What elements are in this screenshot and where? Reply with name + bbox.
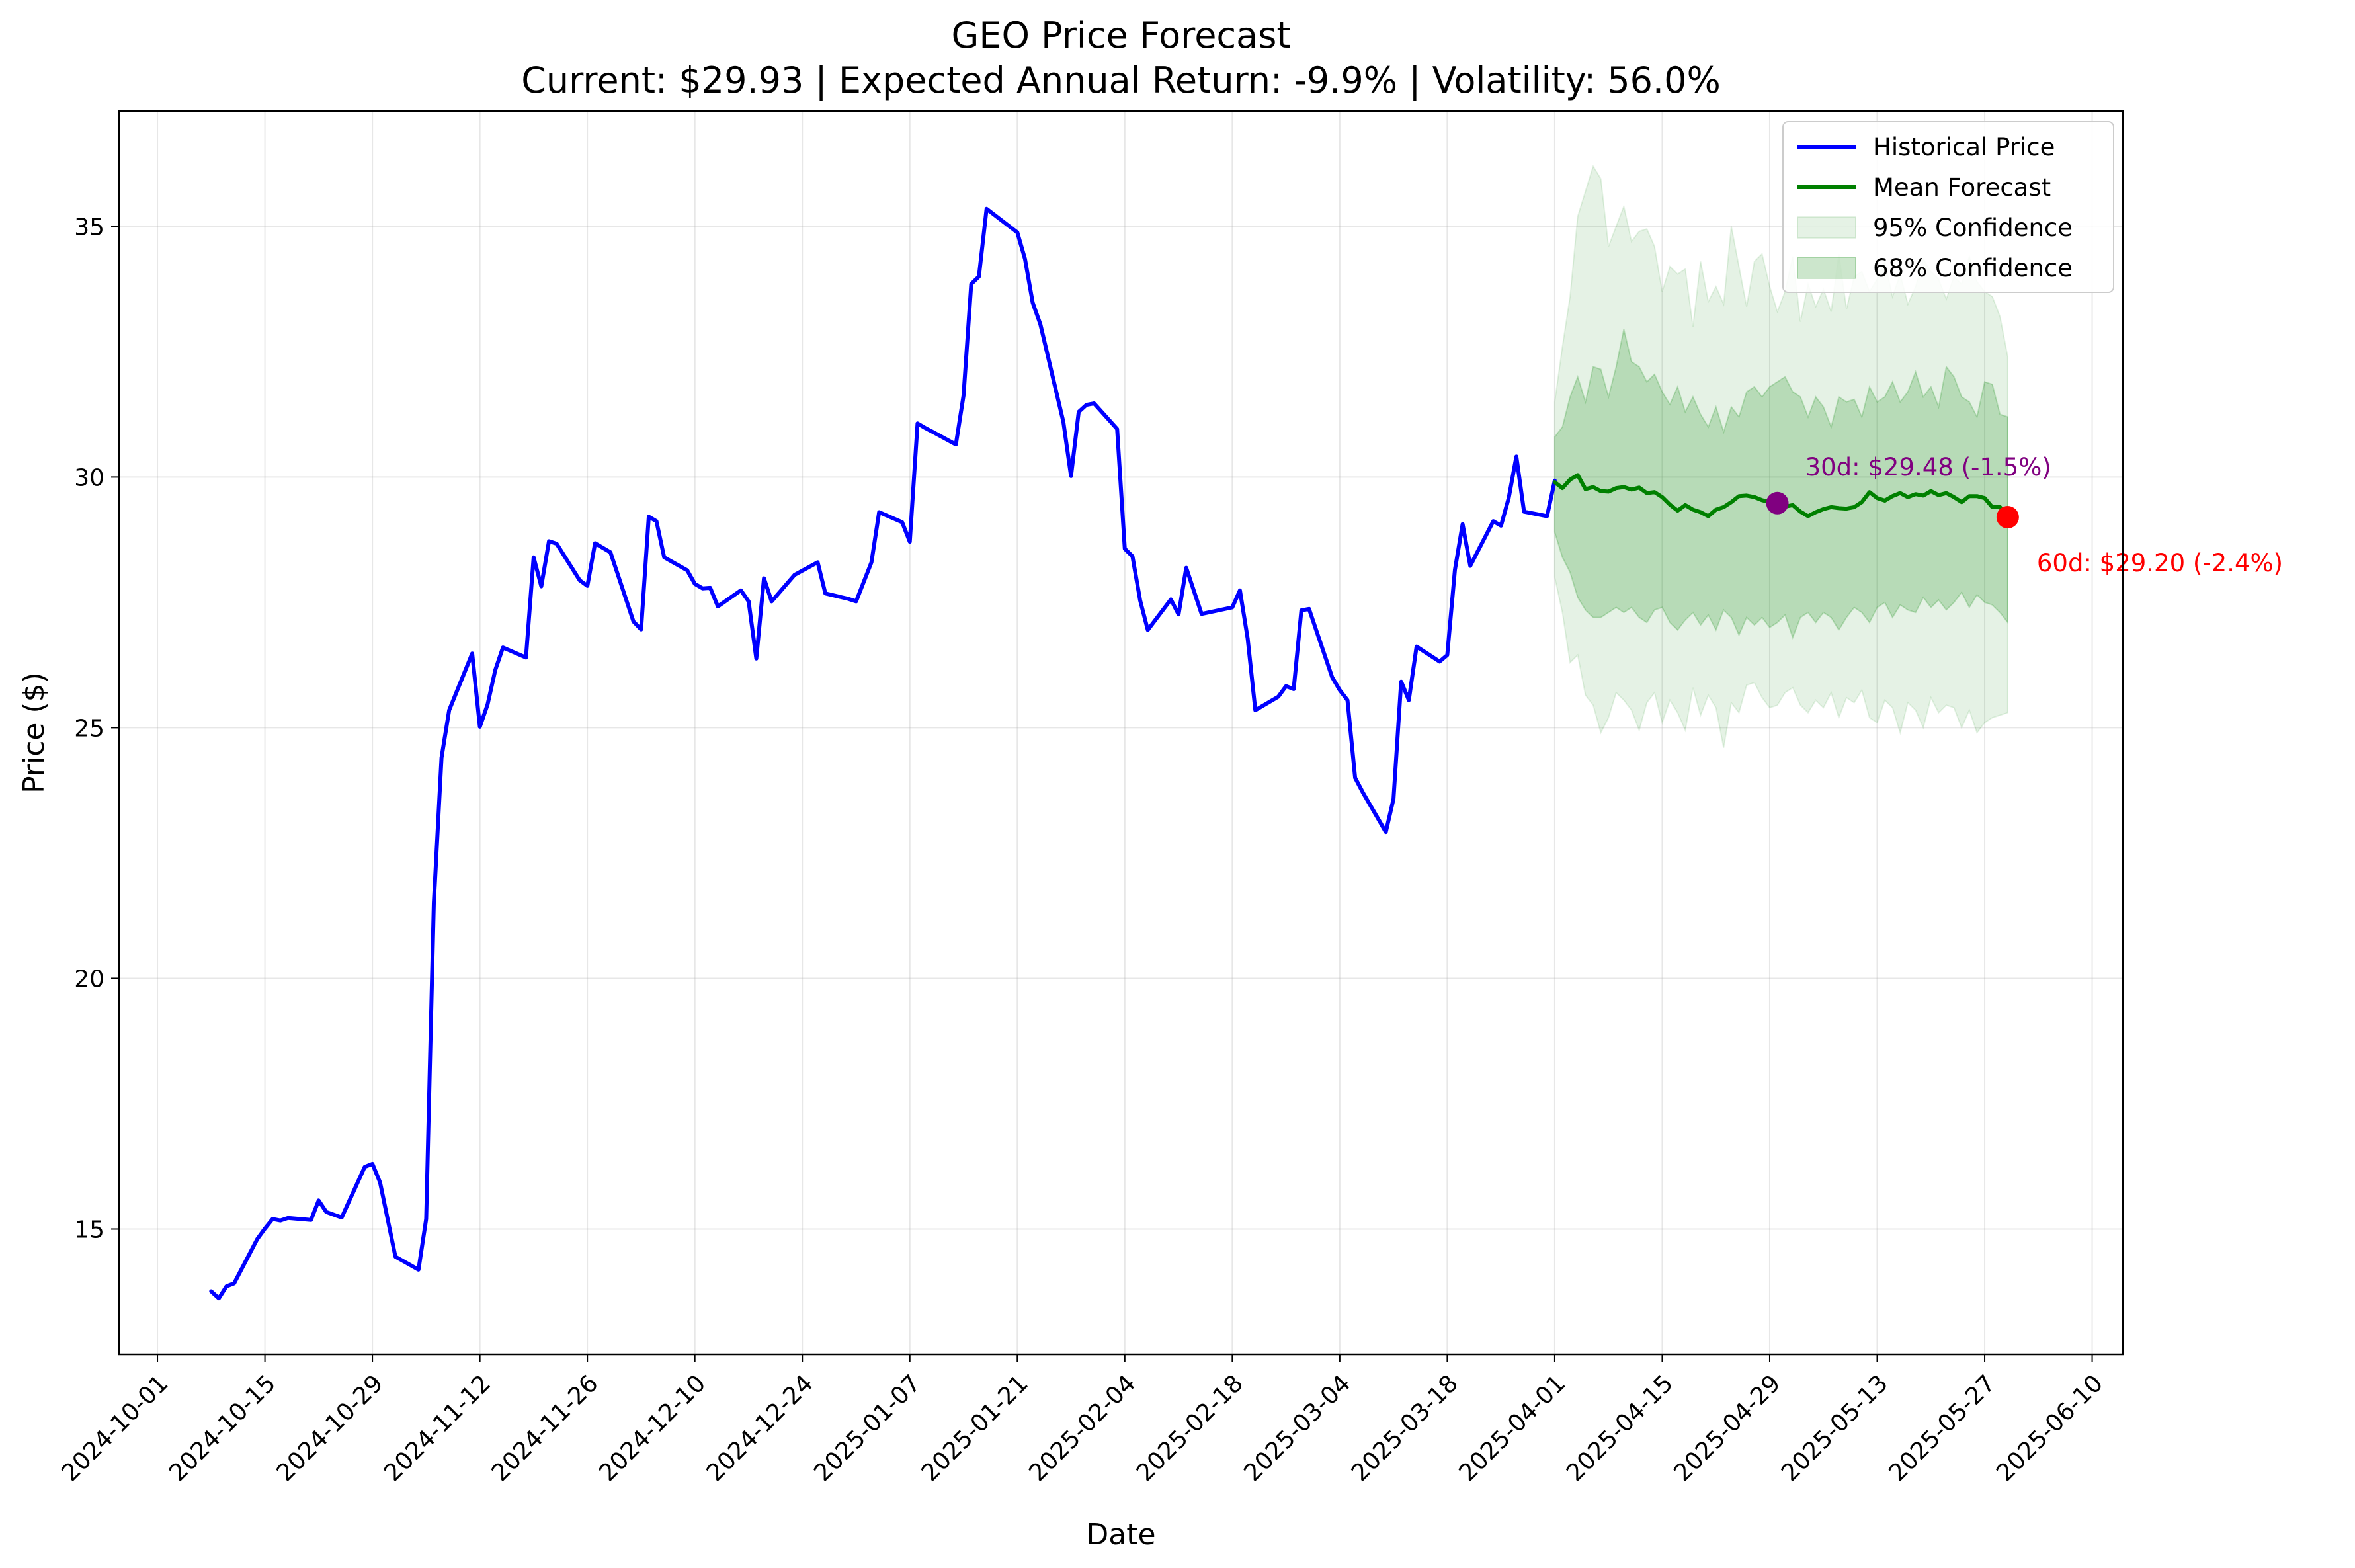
confidence-bands bbox=[1553, 164, 2008, 748]
legend-label: 68% Confidence bbox=[1873, 254, 2073, 282]
legend-label: 95% Confidence bbox=[1873, 214, 2073, 242]
x-axis-label: Date bbox=[1086, 1518, 1155, 1551]
legend: Historical Price Mean Forecast 95% Confide… bbox=[1782, 121, 2114, 293]
grid bbox=[119, 111, 2123, 1354]
legend-swatch bbox=[1797, 216, 1856, 239]
chart-subtitle: Current: $29.93 | Expected Annual Return… bbox=[521, 60, 1721, 101]
marker-60d bbox=[1996, 506, 2019, 529]
y-axis-label: Price ($) bbox=[17, 672, 51, 794]
legend-swatch bbox=[1797, 257, 1856, 279]
band-68-confidence bbox=[1553, 329, 2008, 640]
annotation-60d: 60d: $29.20 (-2.4%) bbox=[2037, 549, 2283, 577]
y-tick-label: 15 bbox=[74, 1216, 104, 1243]
y-axis: 15 20 25 30 35 bbox=[74, 214, 119, 1243]
marker-30d bbox=[1766, 491, 1789, 515]
legend-label: Historical Price bbox=[1873, 133, 2055, 161]
y-tick-label: 35 bbox=[74, 214, 104, 241]
plot-frame bbox=[118, 110, 2124, 1356]
y-tick-label: 25 bbox=[74, 715, 104, 742]
historical-price-line bbox=[209, 206, 1557, 1301]
y-tick-label: 30 bbox=[74, 464, 104, 491]
band-95-confidence bbox=[1553, 164, 2008, 748]
legend-label: Mean Forecast bbox=[1873, 173, 2051, 202]
forecast-markers: 30d: $29.48 (-1.5%) 60d: $29.20 (-2.4%) bbox=[1766, 453, 2283, 577]
annotation-30d: 30d: $29.48 (-1.5%) bbox=[1805, 453, 2051, 481]
chart-title: GEO Price Forecast bbox=[951, 15, 1290, 56]
legend-box bbox=[1782, 121, 2114, 293]
y-tick-label: 20 bbox=[74, 966, 104, 993]
